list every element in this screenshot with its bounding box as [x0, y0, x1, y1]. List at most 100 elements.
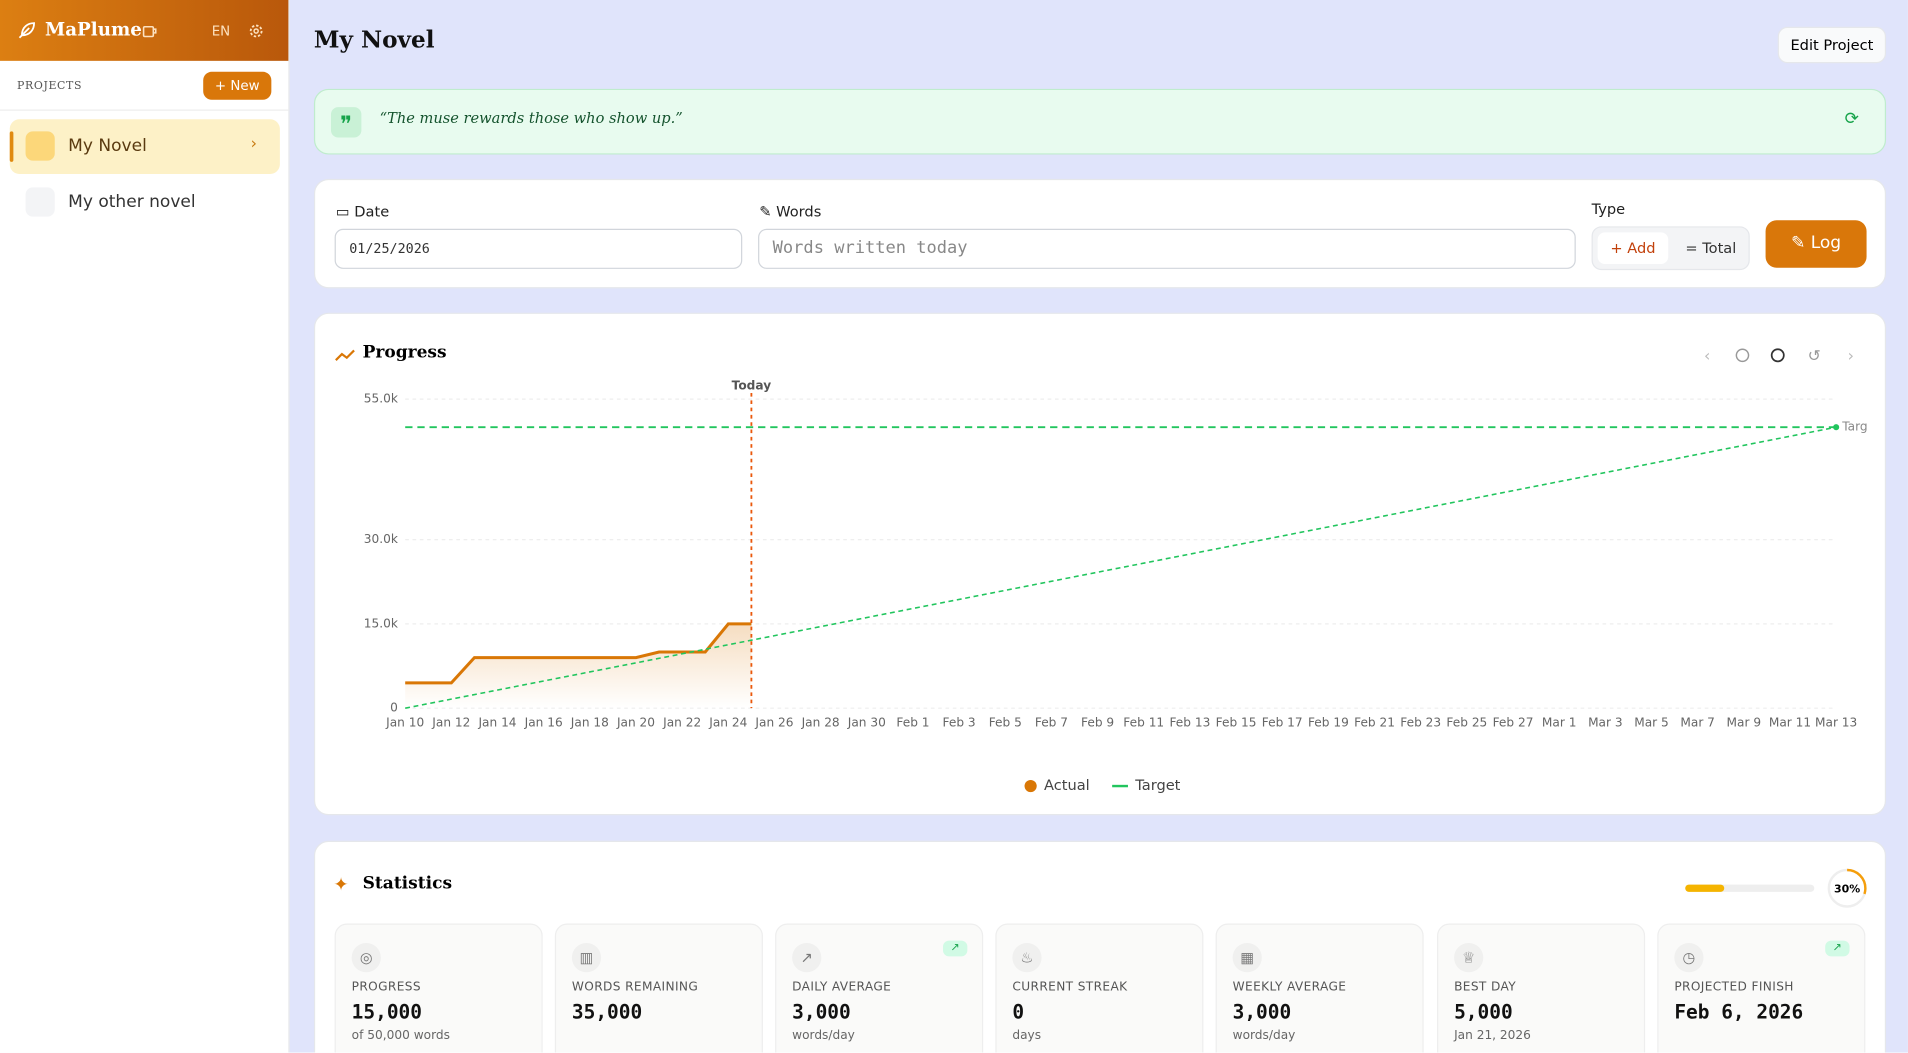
- date-label: ▭ Date: [335, 203, 390, 221]
- legend-label: Actual: [1044, 777, 1090, 794]
- sidebar: MaPlume EN PROJECTS + New My Novel › My …: [0, 0, 290, 1053]
- x-tick-label: Feb 27: [1493, 715, 1534, 729]
- x-tick-label: Jan 18: [570, 715, 609, 729]
- sidebar-header: MaPlume EN: [0, 0, 289, 61]
- stat-label: CURRENT STREAK: [1012, 980, 1128, 995]
- quote-icon: ❞: [330, 107, 362, 138]
- stat-value: 35,000: [571, 1000, 643, 1024]
- log-form: ▭ Date 01/25/2026 ✎ Words Words written …: [313, 178, 1887, 289]
- feather-icon: [18, 22, 35, 39]
- x-tick-label: Jan 30: [847, 715, 886, 729]
- progress-track: [1685, 884, 1815, 892]
- trend-badge: ↗: [1825, 940, 1850, 957]
- x-tick-label: Jan 20: [616, 715, 655, 729]
- zoom-in[interactable]: [1770, 348, 1785, 363]
- x-tick-label: Feb 17: [1262, 715, 1303, 729]
- stat-card: ♨ CURRENT STREAK 0 days: [995, 923, 1204, 1053]
- progress-chart: Progress ‹ ↺ › 0 15.0k 30.0k 55.0k Jan 10 Jan…: [335, 342, 1868, 794]
- stat-value: Feb 6, 2026: [1674, 1000, 1804, 1024]
- plus: +: [214, 77, 231, 94]
- stat-sub: words/day: [1232, 1029, 1296, 1043]
- date-input[interactable]: 01/25/2026: [334, 228, 743, 269]
- x-tick-label: Jan 16: [524, 715, 563, 729]
- x-tick-label: Feb 5: [989, 715, 1022, 729]
- x-tick-label: Jan 14: [477, 715, 516, 729]
- stat-card: ◷ ↗ PROJECTED FINISH Feb 6, 2026: [1657, 923, 1866, 1053]
- target-line: [405, 426, 1837, 709]
- stat-card: ◎ PROGRESS 15,000 of 50,000 words: [334, 923, 543, 1053]
- zoom-out[interactable]: [1735, 348, 1750, 363]
- new-project-button[interactable]: + New: [203, 71, 272, 100]
- stat-sub: words/day: [792, 1029, 855, 1043]
- y-tick-label: 15.0k: [364, 616, 398, 630]
- x-tick-label: Mar 11: [1769, 715, 1811, 729]
- percent-label: 30%: [1834, 882, 1860, 895]
- x-tick-label: Feb 25: [1446, 715, 1487, 729]
- stat-card: ▥ WORDS REMAINING 35,000: [554, 923, 763, 1053]
- log-button[interactable]: ✎ Log: [1765, 220, 1867, 268]
- stat-label: BEST DAY: [1454, 980, 1517, 995]
- words-input[interactable]: Words written today: [758, 228, 1576, 269]
- x-tick-label: Mar 13: [1815, 715, 1857, 729]
- x-tick-label: Feb 1: [896, 715, 929, 729]
- stat-value: 3,000: [1232, 1000, 1292, 1024]
- pan-right[interactable]: ›: [1848, 346, 1854, 365]
- x-tick-label: Feb 11: [1123, 715, 1164, 729]
- stat-icon: ▦: [1232, 943, 1262, 973]
- stat-sub: days: [1012, 1029, 1042, 1043]
- brand: MaPlume: [45, 18, 142, 41]
- chart-title: Progress: [363, 342, 447, 362]
- date-label-text: Date: [354, 203, 390, 221]
- x-tick-label: Feb 13: [1169, 715, 1210, 729]
- statistics-title: Statistics: [362, 873, 453, 894]
- x-tick-label: Feb 23: [1400, 715, 1441, 729]
- stat-sub: of 50,000 words: [351, 1029, 450, 1043]
- coffee-icon[interactable]: [142, 23, 158, 39]
- trend-icon: [335, 349, 355, 361]
- reset-zoom[interactable]: ↺: [1808, 346, 1821, 365]
- project-name: My Novel: [68, 136, 147, 156]
- x-tick-label: Jan 24: [708, 715, 747, 729]
- goal-label: Targ: [1841, 420, 1867, 434]
- project-name[interactable]: My other novel: [68, 192, 196, 212]
- stat-icon: ♕: [1454, 943, 1484, 973]
- language[interactable]: EN: [211, 23, 231, 39]
- stat-value: 5,000: [1454, 1000, 1513, 1024]
- projects-heading: PROJECTS: [17, 80, 83, 93]
- x-tick-label: Feb 7: [1035, 715, 1068, 729]
- edit-project-button[interactable]: Edit Project: [1777, 26, 1887, 64]
- trend-badge: ↗: [943, 940, 968, 957]
- x-tick-label: Feb 19: [1308, 715, 1349, 729]
- refresh-quote[interactable]: ⟳: [1844, 109, 1859, 129]
- stat-label: PROGRESS: [351, 980, 421, 995]
- quote-text: “The muse rewards those who show up.”: [379, 109, 683, 127]
- stat-icon: ▥: [571, 943, 602, 973]
- settings-icon[interactable]: [248, 23, 264, 39]
- type-toggle: + Add = Total: [1591, 226, 1750, 271]
- percent-arc: [1827, 868, 1867, 908]
- x-tick-label: Mar 7: [1680, 715, 1715, 729]
- pan-left[interactable]: ‹: [1704, 346, 1710, 365]
- stat-sub: Jan 21, 2026: [1454, 1029, 1531, 1043]
- type-add-label: Add: [1627, 239, 1656, 257]
- quote-card: ❞ “The muse rewards those who show up.” …: [313, 88, 1887, 155]
- stat-card: ♕ BEST DAY 5,000 Jan 21, 2026: [1437, 923, 1646, 1053]
- x-tick-label: Jan 12: [431, 715, 470, 729]
- sparkle-icon: ✦: [333, 873, 349, 896]
- type-total[interactable]: = Total: [1685, 239, 1737, 257]
- log-label: Log: [1810, 233, 1842, 254]
- legend-marker: [1024, 779, 1037, 793]
- stat-value: 0: [1012, 1000, 1025, 1024]
- type-total-label: Total: [1702, 239, 1737, 257]
- project-item-active[interactable]: My Novel ›: [9, 119, 280, 175]
- stat-icon: ♨: [1012, 943, 1042, 973]
- book-icon: [25, 187, 55, 217]
- x-tick-label: Feb 9: [1081, 715, 1114, 729]
- x-tick-label: Jan 26: [754, 715, 793, 729]
- type-add[interactable]: + Add: [1597, 232, 1669, 265]
- stat-icon: ↗: [792, 943, 822, 973]
- stat-label: DAILY AVERAGE: [792, 980, 892, 995]
